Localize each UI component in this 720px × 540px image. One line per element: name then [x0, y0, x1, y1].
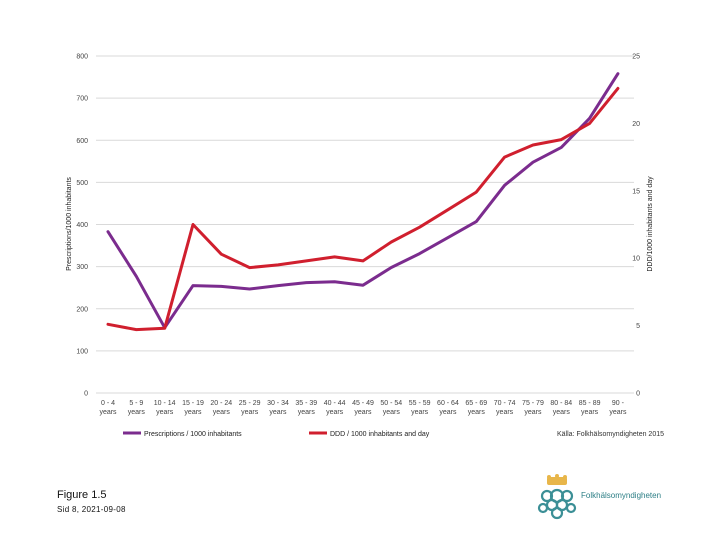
- legend: Prescriptions / 1000 inhabitants DDD / 1…: [123, 431, 430, 438]
- right-tick-label: 10: [632, 256, 640, 263]
- right-tick-label: 20: [632, 121, 640, 128]
- left-tick-label: 200: [76, 306, 88, 313]
- left-tick-label: 400: [76, 222, 88, 229]
- left-tick-label: 700: [76, 96, 88, 103]
- legend-label-prescriptions: Prescriptions / 1000 inhabitants: [144, 431, 242, 438]
- series-lines: [106, 72, 620, 332]
- right-axis-ticks: 0 5 10 15 20 25: [632, 54, 640, 398]
- x-tick-label: 65 - 69 years: [465, 400, 487, 416]
- left-tick-label: 500: [76, 180, 88, 187]
- right-tick-label: 5: [636, 323, 640, 330]
- right-axis-title: DDD/1000 inhabitants and day: [647, 176, 654, 272]
- x-tick-label: 70 - 74 years: [494, 400, 516, 416]
- source-note: Källa: Folkhälsomyndigheten 2015: [557, 431, 664, 438]
- x-tick-label: 75 - 79 years: [522, 400, 544, 416]
- x-tick-label: 40 - 44 years: [324, 400, 346, 416]
- right-tick-label: 25: [632, 54, 640, 61]
- x-tick-label: 80 - 84 years: [550, 400, 572, 416]
- x-tick-label: 30 - 34 years: [267, 400, 289, 416]
- logo-text: Folkhälsomyndigheten: [581, 491, 662, 500]
- x-tick-label: 0 - 4 years: [99, 400, 117, 416]
- x-tick-label: 55 - 59 years: [409, 400, 431, 416]
- x-tick-label: 35 - 39 years: [295, 400, 317, 416]
- x-axis-ticks: 0 - 4 years 5 - 9 years 10 - 14 years 15 - 19 y…: [99, 400, 627, 416]
- left-tick-label: 300: [76, 264, 88, 271]
- x-tick-label: 15 - 19 years: [182, 400, 204, 416]
- x-tick-label: 50 - 54 years: [380, 400, 402, 416]
- left-tick-label: 100: [76, 348, 88, 355]
- left-axis-title: Prescriptions/1000 inhabitants: [66, 177, 73, 271]
- left-tick-label: 800: [76, 54, 88, 61]
- agency-logo: Folkhälsomyndigheten: [535, 474, 685, 520]
- x-tick-label: 10 - 14 years: [154, 400, 176, 416]
- legend-label-ddd: DDD / 1000 inhabitants and day: [330, 431, 430, 438]
- slide-date: Sid 8, 2021-09-08: [57, 505, 126, 514]
- right-tick-label: 15: [632, 188, 640, 195]
- right-tick-label: 0: [636, 391, 640, 398]
- x-tick-label: 85 - 89 years: [579, 400, 601, 416]
- x-tick-label: 20 - 24 years: [210, 400, 232, 416]
- x-tick-label: 60 - 64 years: [437, 400, 459, 416]
- series-line-prescriptions: [106, 72, 620, 330]
- x-tick-label: 25 - 29 years: [239, 400, 261, 416]
- gridlines: [96, 55, 634, 394]
- figure-caption: Figure 1.5: [57, 489, 107, 501]
- left-axis-ticks: 0 100 200 300 400 500 600 700 800: [76, 54, 88, 398]
- left-tick-label: 600: [76, 138, 88, 145]
- x-tick-label: 45 - 49 years: [352, 400, 374, 416]
- left-tick-label: 0: [84, 391, 88, 398]
- x-tick-label: 5 - 9 years: [128, 400, 146, 416]
- x-tick-label: 90 -years: [609, 400, 627, 416]
- series-line-ddd: [106, 86, 620, 332]
- crown-emblem-icon: [537, 474, 577, 520]
